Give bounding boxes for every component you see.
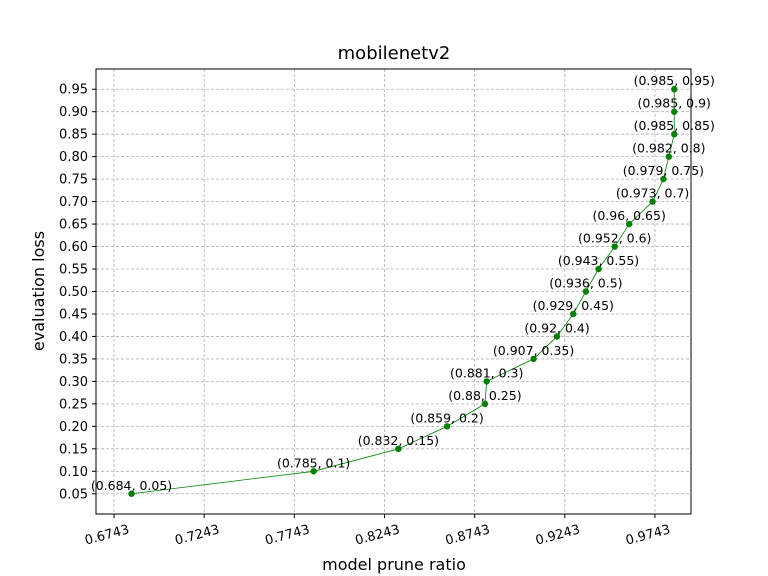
data-label: (0.952, 0.6) — [578, 231, 651, 246]
x-tick-label: 0.8743 — [444, 522, 492, 548]
data-point — [553, 333, 561, 340]
data-point — [582, 288, 590, 295]
x-tick-label: 0.9743 — [624, 522, 672, 548]
data-label: (0.943, 0.55) — [558, 253, 639, 268]
data-label: (0.973, 0.7) — [616, 186, 689, 201]
y-tick-label: 0.65 — [59, 218, 88, 233]
y-tick-label: 0.20 — [59, 420, 88, 435]
data-point — [128, 490, 135, 497]
data-label: (0.929, 0.45) — [533, 298, 614, 313]
y-tick-label: 0.15 — [59, 442, 88, 457]
data-point — [671, 108, 678, 115]
y-tick-label: 0.60 — [59, 240, 88, 255]
x-tick-label: 0.6743 — [83, 522, 131, 548]
data-label: (0.96, 0.65) — [592, 208, 665, 223]
data-point — [665, 153, 673, 160]
data-label: (0.92, 0.4) — [524, 320, 589, 335]
data-point — [395, 445, 402, 453]
data-point — [649, 198, 656, 205]
data-label: (0.979, 0.75) — [623, 163, 704, 178]
series — [128, 86, 678, 497]
data-label: (0.982, 0.8) — [632, 141, 705, 156]
data-label: (0.832, 0.15) — [358, 433, 439, 448]
data-label: (0.985, 0.95) — [634, 73, 715, 88]
data-label: (0.907, 0.35) — [493, 343, 574, 358]
y-tick-label: 0.30 — [59, 375, 88, 390]
y-tick-label: 0.75 — [59, 173, 88, 188]
x-tick-label: 0.7243 — [173, 522, 221, 548]
y-tick-label: 0.35 — [59, 352, 88, 367]
data-point — [671, 86, 678, 93]
y-tick-label: 0.90 — [59, 105, 88, 120]
data-point — [443, 423, 451, 430]
y-axis-ticks: 0.05 0.10 0.15 0.20 0.25 0.30 0.35 0.40 0.45 0.50… — [59, 83, 96, 502]
data-label: (0.985, 0.9) — [638, 96, 711, 111]
data-point — [625, 220, 633, 228]
y-tick-label: 0.95 — [59, 83, 88, 98]
data-point — [570, 310, 577, 318]
y-tick-label: 0.10 — [59, 465, 88, 480]
chart-title: mobilenetv2 — [338, 43, 451, 64]
x-axis-ticks: 0.6743 0.7243 0.7743 0.8243 0.8743 0.9243 0.97… — [83, 514, 672, 549]
data-point — [530, 355, 537, 363]
y-tick-label: 0.80 — [59, 150, 88, 165]
data-label: (0.684, 0.05) — [91, 478, 172, 493]
data-point — [611, 243, 618, 250]
data-label: (0.985, 0.85) — [634, 118, 715, 133]
plot-frame — [95, 68, 692, 515]
y-tick-label: 0.55 — [59, 263, 88, 278]
data-point — [310, 468, 317, 475]
y-tick-label: 0.40 — [59, 330, 88, 345]
data-point — [481, 400, 489, 408]
grid — [96, 69, 691, 514]
data-point — [671, 130, 678, 138]
data-label: (0.785, 0.1) — [277, 455, 350, 470]
data-label: (0.936, 0.5) — [549, 276, 622, 291]
y-axis-label: evaluation loss — [29, 231, 48, 351]
y-tick-label: 0.25 — [59, 397, 88, 412]
x-tick-label: 0.9243 — [534, 522, 582, 548]
y-tick-label: 0.85 — [59, 128, 88, 143]
data-labels: (0.684, 0.05) (0.785, 0.1) (0.832, 0.15) (0… — [91, 73, 715, 493]
y-tick-label: 0.70 — [59, 195, 88, 210]
data-label: (0.88, 0.25) — [448, 388, 521, 403]
data-label: (0.859, 0.2) — [410, 410, 483, 425]
data-label: (0.881, 0.3) — [450, 365, 523, 380]
data-point — [660, 175, 667, 183]
x-axis-label: model prune ratio — [322, 555, 466, 574]
data-point — [595, 265, 602, 273]
x-tick-label: 0.7743 — [264, 522, 312, 548]
y-tick-label: 0.45 — [59, 307, 88, 322]
y-tick-label: 0.50 — [59, 285, 88, 300]
y-tick-label: 0.05 — [59, 487, 88, 502]
data-point — [483, 378, 490, 385]
x-tick-label: 0.8243 — [354, 522, 402, 548]
